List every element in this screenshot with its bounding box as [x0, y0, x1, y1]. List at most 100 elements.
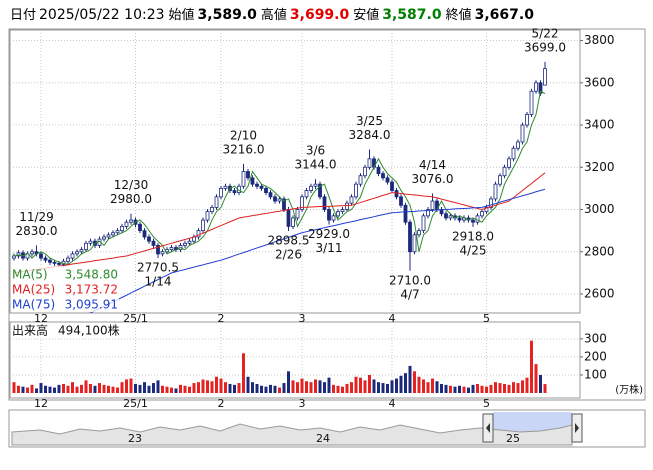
volume-bar — [17, 385, 20, 393]
volume-bar — [372, 379, 376, 393]
volume-bar — [192, 383, 196, 393]
candle-body — [318, 183, 322, 198]
header-label: 始値 — [168, 8, 195, 23]
candle-body — [111, 232, 115, 236]
volume-bar — [453, 386, 457, 393]
candle-body — [381, 173, 385, 179]
candle-body — [16, 252, 21, 257]
candle-body — [336, 211, 340, 217]
candle-body — [183, 242, 187, 246]
volume-bar — [147, 385, 151, 393]
candle-body — [156, 245, 160, 255]
volume-bar — [170, 387, 173, 393]
candle-body — [79, 249, 84, 253]
candle-body — [403, 204, 408, 223]
y-tick-label: 3600 — [584, 75, 615, 89]
y-tick-label: 3800 — [584, 33, 615, 47]
annotation-price: 2918.0 — [452, 229, 494, 243]
candle-body — [507, 158, 511, 168]
candle-body — [471, 219, 475, 223]
candle-body — [363, 166, 367, 177]
y-tick-label: 2800 — [584, 244, 615, 258]
candle-body — [196, 230, 201, 238]
candle-body — [259, 185, 264, 189]
annotation-price: 2898.5 — [268, 233, 310, 247]
candle-body — [529, 90, 534, 115]
candle-body — [457, 217, 462, 221]
volume-bar — [75, 386, 79, 393]
volume-bar — [242, 353, 245, 393]
volume-bar — [165, 386, 169, 393]
candle-body — [345, 202, 349, 210]
candle-body — [475, 215, 480, 223]
frame — [8, 28, 646, 401]
candle-body — [417, 230, 421, 236]
candle-body — [385, 177, 390, 183]
volume-bar — [458, 385, 461, 393]
volume-bar — [503, 383, 506, 393]
header-label: 終値 — [445, 8, 472, 23]
volume-bar — [233, 384, 236, 393]
candle-body — [39, 253, 43, 259]
volume-bar — [444, 384, 448, 393]
x-tick-label: 2 — [218, 312, 225, 325]
annotation-date: 3/6 — [306, 144, 325, 158]
volume-bar — [269, 384, 272, 393]
candle-body — [399, 196, 403, 206]
volume-bar — [116, 387, 119, 393]
annotation-date: 2/10 — [230, 128, 257, 142]
volume-bar — [53, 387, 56, 393]
volume-bar — [264, 386, 268, 393]
candle-body — [205, 211, 210, 221]
candle-body — [408, 221, 412, 253]
volume-title: 出来高 — [12, 324, 48, 338]
volume-bar — [143, 382, 146, 393]
volume-bar — [336, 385, 340, 393]
x-tick-label: 3 — [299, 312, 306, 325]
candle-body — [277, 198, 282, 202]
volume-bar — [129, 378, 133, 393]
volume-bar — [485, 386, 488, 393]
candle-body — [421, 215, 426, 232]
annotation-date: 3/11 — [316, 241, 343, 255]
volume-bar — [494, 382, 497, 393]
volume-bar — [395, 378, 398, 393]
annotation-date: 4/25 — [460, 243, 487, 257]
volume-bar — [467, 387, 470, 393]
volume-bar — [30, 384, 34, 393]
volume-bar — [39, 383, 43, 393]
candle-body — [300, 196, 304, 210]
volume-bar — [480, 385, 484, 393]
annotation-date: 2/26 — [275, 247, 302, 261]
candle-body — [25, 253, 30, 259]
candle-body — [313, 183, 318, 187]
volume-bar — [44, 385, 47, 393]
volume-bar — [512, 382, 515, 393]
candle-body — [142, 230, 147, 238]
annotation-price: 2710.0 — [389, 273, 431, 287]
candle-body — [241, 171, 246, 187]
volume-bar — [111, 386, 115, 393]
navigator[interactable] — [8, 409, 646, 448]
x-tick-label: 25/1 — [123, 397, 148, 410]
volume-bar — [107, 385, 110, 393]
volume-unit: (万株) — [615, 383, 643, 396]
x-tick-label: 12 — [34, 397, 48, 410]
y-tick-label: 100 — [584, 367, 607, 381]
annotation-price: 2830.0 — [16, 224, 58, 238]
header-value: 3,587.0 — [382, 7, 442, 23]
volume-bar — [35, 388, 38, 393]
volume-bar — [120, 382, 124, 393]
volume-bar — [246, 376, 250, 393]
candle-body — [84, 242, 88, 251]
volume-bar — [381, 383, 385, 393]
annotation-date: 4/7 — [400, 287, 419, 301]
volume-bar — [138, 384, 142, 393]
volume-bar — [449, 385, 452, 393]
navigator-label: 23 — [128, 432, 142, 445]
annotation-price: 3284.0 — [349, 128, 391, 142]
volume-bar — [408, 365, 412, 393]
volume-bar — [296, 382, 299, 393]
